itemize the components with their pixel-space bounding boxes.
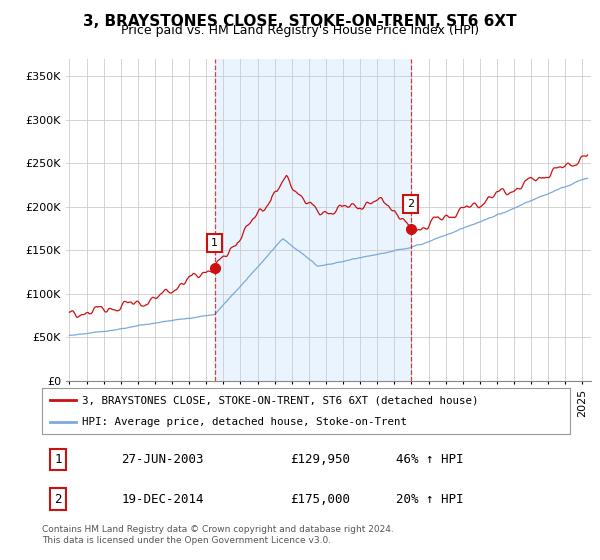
Text: Contains HM Land Registry data © Crown copyright and database right 2024.
This d: Contains HM Land Registry data © Crown c… (42, 525, 394, 545)
Text: £129,950: £129,950 (290, 453, 350, 466)
Text: Price paid vs. HM Land Registry's House Price Index (HPI): Price paid vs. HM Land Registry's House … (121, 24, 479, 37)
Text: 2: 2 (54, 493, 62, 506)
Text: 3, BRAYSTONES CLOSE, STOKE-ON-TRENT, ST6 6XT (detached house): 3, BRAYSTONES CLOSE, STOKE-ON-TRENT, ST6… (82, 395, 478, 405)
Text: 3, BRAYSTONES CLOSE, STOKE-ON-TRENT, ST6 6XT: 3, BRAYSTONES CLOSE, STOKE-ON-TRENT, ST6… (83, 14, 517, 29)
Text: 27-JUN-2003: 27-JUN-2003 (121, 453, 204, 466)
Text: 46% ↑ HPI: 46% ↑ HPI (396, 453, 463, 466)
Bar (215, 59, 411, 381)
Text: HPI: Average price, detached house, Stoke-on-Trent: HPI: Average price, detached house, Stok… (82, 417, 407, 427)
Text: 20% ↑ HPI: 20% ↑ HPI (396, 493, 463, 506)
Text: 19-DEC-2014: 19-DEC-2014 (121, 493, 204, 506)
Text: 1: 1 (211, 239, 218, 248)
Text: 1: 1 (54, 453, 62, 466)
Text: £175,000: £175,000 (290, 493, 350, 506)
Text: 2: 2 (407, 199, 415, 209)
